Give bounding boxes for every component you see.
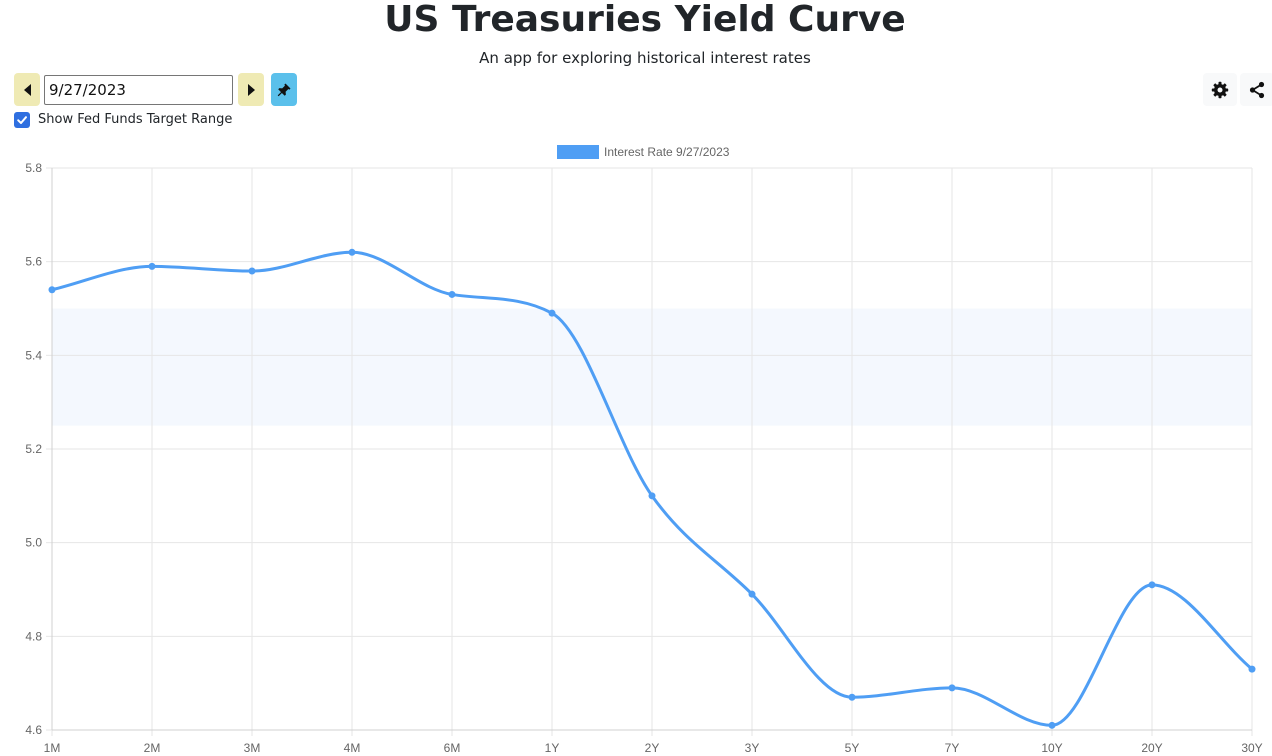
y-tick-label: 5.8	[25, 161, 42, 175]
series-line	[51, 250, 1253, 727]
data-point	[348, 248, 356, 256]
data-point	[1248, 665, 1256, 673]
next-date-button[interactable]	[238, 73, 264, 106]
x-tick-label: 2M	[144, 741, 161, 755]
x-tick-label: 5Y	[845, 741, 860, 755]
page-title: US Treasuries Yield Curve	[384, 0, 906, 40]
y-tick-label: 5.4	[25, 348, 42, 362]
x-tick-label: 3M	[244, 741, 261, 755]
share-button[interactable]	[1240, 73, 1272, 106]
fed-funds-checkbox[interactable]	[14, 112, 30, 128]
page-subtitle: An app for exploring historical interest…	[479, 49, 811, 67]
y-tick-label: 5.0	[25, 536, 42, 550]
pin-button[interactable]	[271, 73, 297, 106]
data-point	[948, 684, 956, 692]
data-point	[148, 262, 156, 270]
x-tick-label: 20Y	[1141, 741, 1162, 755]
x-tick-label: 4M	[344, 741, 361, 755]
y-tick-label: 4.6	[25, 723, 42, 737]
y-tick-label: 5.2	[25, 442, 42, 456]
share-icon	[1249, 81, 1265, 98]
fed-funds-label: Show Fed Funds Target Range	[38, 112, 233, 127]
previous-date-button[interactable]	[14, 73, 40, 106]
legend-swatch	[557, 145, 599, 159]
x-tick-label: 1Y	[545, 741, 560, 755]
data-point	[648, 492, 656, 500]
date-input[interactable]	[44, 75, 233, 105]
fed-funds-toggle[interactable]: Show Fed Funds Target Range	[14, 111, 232, 129]
pin-icon	[277, 83, 291, 96]
data-point	[748, 590, 756, 598]
checkmark-icon	[17, 116, 27, 124]
data-point	[448, 290, 456, 298]
data-point	[48, 286, 56, 294]
x-tick-label: 7Y	[945, 741, 960, 755]
x-tick-label: 30Y	[1241, 741, 1262, 755]
legend-label: Interest Rate 9/27/2023	[604, 145, 730, 159]
caret-right-icon	[247, 83, 255, 96]
y-tick-label: 5.6	[25, 255, 42, 269]
data-point	[848, 693, 856, 701]
yield-curve-chart: 4.6 4.8 5.0 5.2 5.4 5.6 5.8 1M 2M 3M 4M 6M 1Y 2Y 3Y 5Y 7…	[25, 145, 1263, 755]
x-tick-label: 2Y	[645, 741, 660, 755]
caret-left-icon	[23, 83, 31, 96]
y-tick-label: 4.8	[25, 629, 42, 643]
x-tick-label: 10Y	[1041, 741, 1062, 755]
x-tick-label: 1M	[44, 741, 61, 755]
data-point	[548, 309, 556, 317]
gear-icon	[1211, 81, 1229, 98]
data-point	[248, 267, 256, 275]
x-tick-label: 6M	[444, 741, 461, 755]
settings-button[interactable]	[1203, 73, 1237, 106]
x-tick-label: 3Y	[745, 741, 760, 755]
data-point	[1048, 721, 1056, 729]
data-point	[1148, 581, 1156, 589]
